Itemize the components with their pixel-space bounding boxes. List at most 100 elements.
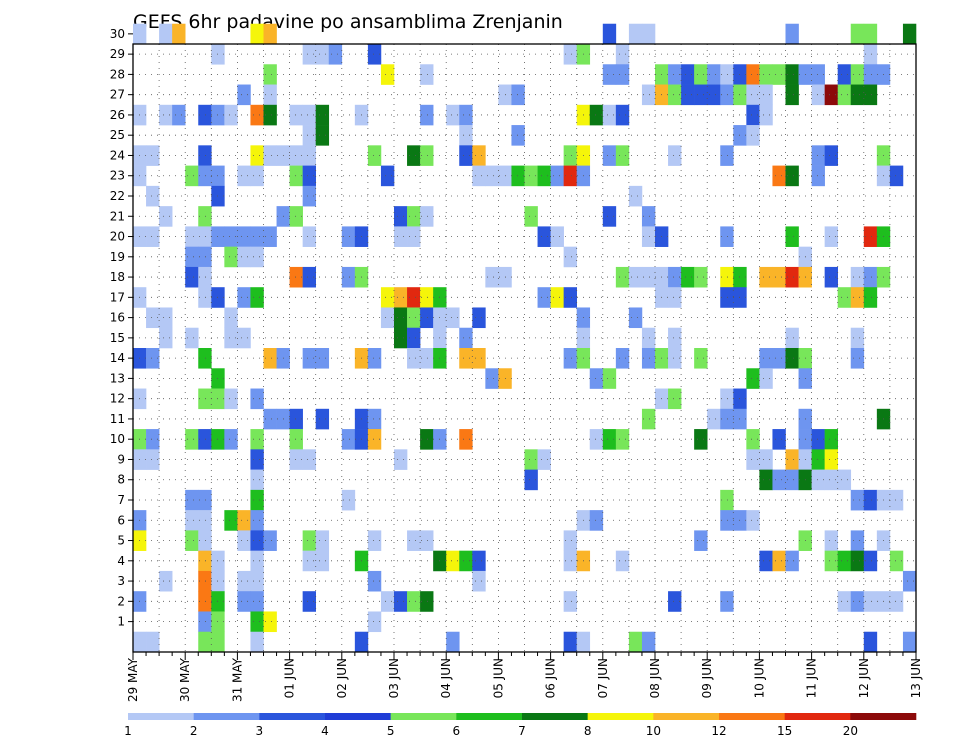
y-tick-label: 8 xyxy=(117,473,125,487)
precip-cell xyxy=(850,64,865,85)
precip-cell xyxy=(837,84,852,106)
colorbar-swatch xyxy=(784,713,851,720)
precip-cell xyxy=(237,226,251,247)
precip-cell xyxy=(133,23,147,45)
precip-cell xyxy=(250,449,264,470)
precip-cell xyxy=(198,570,212,592)
precip-cell xyxy=(237,246,251,268)
precip-cell xyxy=(811,64,825,85)
precip-cell xyxy=(720,510,734,531)
precip-cell xyxy=(224,388,238,410)
precip-cell xyxy=(602,64,617,85)
precip-cell xyxy=(707,64,721,85)
precip-cell xyxy=(641,23,656,45)
precip-cell xyxy=(250,226,264,247)
precip-cell xyxy=(354,631,369,653)
precip-cell xyxy=(263,348,277,369)
precip-cell xyxy=(837,64,852,85)
precip-cell xyxy=(302,125,316,146)
precip-cell xyxy=(824,429,838,450)
precip-cell xyxy=(641,266,656,288)
y-tick-label: 19 xyxy=(110,250,125,264)
precip-cell xyxy=(315,348,330,369)
x-tick-label: 30 MAY xyxy=(178,657,192,702)
precip-cell xyxy=(146,185,160,207)
precip-cell xyxy=(472,550,486,572)
precip-cell xyxy=(250,570,264,592)
precip-cell xyxy=(185,165,199,187)
precip-cell xyxy=(628,631,643,653)
y-tick-label: 11 xyxy=(110,412,125,426)
precip-cell xyxy=(850,327,865,349)
precip-cell xyxy=(863,226,878,247)
precip-cell xyxy=(837,591,852,612)
precip-cell xyxy=(681,84,695,106)
precip-cell xyxy=(289,449,303,470)
y-tick-label: 3 xyxy=(117,574,125,588)
precip-cell xyxy=(863,44,878,65)
precip-cell xyxy=(472,570,486,592)
precip-cell xyxy=(563,591,577,612)
precip-cell xyxy=(224,104,238,126)
precip-cell xyxy=(824,84,838,106)
precip-cell xyxy=(172,23,186,45)
precip-cell xyxy=(159,327,173,349)
precip-cell xyxy=(315,104,330,126)
precip-cell xyxy=(198,530,212,551)
precip-cell xyxy=(668,145,682,166)
y-tick-label: 18 xyxy=(110,270,125,284)
precip-cell xyxy=(289,408,303,430)
precip-cell xyxy=(263,611,277,633)
precip-cell xyxy=(459,327,473,349)
precip-cell xyxy=(224,307,238,329)
precip-cell xyxy=(420,307,434,329)
precip-cell xyxy=(420,287,434,308)
precip-cell xyxy=(889,550,904,572)
precip-cell xyxy=(289,206,303,227)
precip-cell xyxy=(198,104,212,126)
precip-cell xyxy=(250,489,264,511)
precip-cell xyxy=(602,368,617,389)
precip-cell xyxy=(850,591,865,612)
precip-cell xyxy=(185,246,199,268)
colorbar-swatch xyxy=(193,713,260,720)
colorbar-swatch xyxy=(259,713,326,720)
precip-cell xyxy=(824,266,838,288)
x-tick-label: 03 JUN xyxy=(387,658,401,698)
precip-cell xyxy=(407,226,421,247)
precip-cell xyxy=(563,631,577,653)
colorbar-label: 6 xyxy=(453,724,461,738)
precip-cell xyxy=(198,631,212,653)
precip-cell xyxy=(850,530,865,551)
precip-cell xyxy=(785,84,799,106)
x-tick-label: 11 JUN xyxy=(805,658,819,698)
precip-cell xyxy=(863,631,878,653)
precip-cell xyxy=(615,145,630,166)
precip-cell xyxy=(863,591,878,612)
precip-cell xyxy=(694,64,708,85)
precip-cell xyxy=(759,266,773,288)
precip-cell xyxy=(185,429,199,450)
precip-cell xyxy=(367,44,382,65)
precip-cell xyxy=(785,550,799,572)
y-tick-label: 23 xyxy=(110,169,125,183)
precip-cell xyxy=(263,64,277,85)
precip-cell xyxy=(537,287,551,308)
precip-cell xyxy=(537,449,551,470)
precip-cell xyxy=(746,104,760,126)
precip-cell xyxy=(615,429,630,450)
precip-cell xyxy=(550,226,564,247)
precip-cell xyxy=(198,489,212,511)
precip-cell xyxy=(485,165,499,187)
precip-cell xyxy=(772,429,786,450)
precip-cell xyxy=(250,550,264,572)
precip-cell xyxy=(681,266,695,288)
precip-cell xyxy=(524,206,538,227)
precip-cell xyxy=(720,408,734,430)
precip-cell xyxy=(668,327,682,349)
x-tick-label: 02 JUN xyxy=(335,658,349,698)
precip-cell xyxy=(250,23,264,45)
precip-cell xyxy=(707,84,721,106)
precip-cell xyxy=(863,489,878,511)
precip-cell xyxy=(407,530,421,551)
